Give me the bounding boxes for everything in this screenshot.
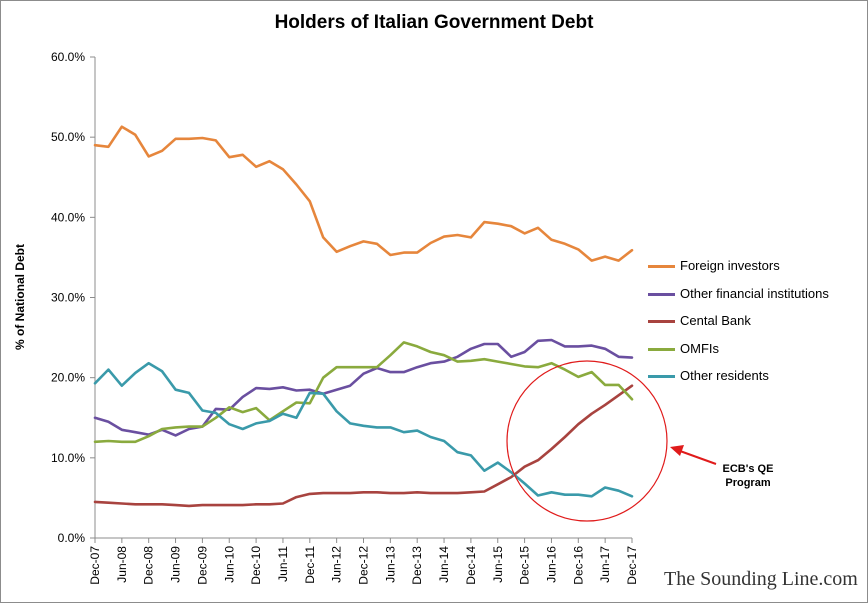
y-tick-label: 0.0% [58, 531, 86, 545]
y-tick-label: 10.0% [51, 451, 85, 465]
x-tick-label: Dec-07 [88, 546, 102, 585]
series-line-other-residents [93, 361, 634, 498]
legend-label: Other financial institutions [680, 285, 829, 301]
qe-arrow-line [679, 450, 717, 465]
x-tick-label: Dec-13 [410, 546, 424, 585]
x-tick-label: Dec-16 [571, 546, 585, 585]
legend-swatch [648, 347, 675, 351]
x-tick-label: Jun-10 [222, 546, 236, 583]
x-tick-label: Dec-17 [625, 546, 639, 585]
watermark: The Sounding Line.com [664, 568, 858, 590]
qe-arrow-head [670, 445, 684, 456]
x-tick-label: Jun-14 [437, 546, 451, 583]
x-tick-label: Jun-12 [330, 546, 344, 583]
y-tick-label: 50.0% [51, 130, 85, 144]
series-line-cental-bank [93, 384, 634, 508]
legend-swatch [648, 320, 675, 323]
annotation-qe-label: ECB's QE Program [722, 463, 774, 489]
x-tick-label: Dec-08 [142, 546, 156, 585]
x-tick-label: Jun-15 [491, 546, 505, 583]
x-tick-label: Jun-16 [544, 546, 558, 583]
legend-label: Cental Bank [680, 313, 751, 328]
x-tick-label: Jun-09 [169, 546, 183, 583]
x-tick-label: Dec-14 [464, 546, 478, 585]
x-tick-label: Dec-11 [303, 546, 317, 584]
legend-swatch [648, 265, 675, 268]
y-tick-label: 60.0% [51, 50, 85, 64]
series-line-foreign-investors [93, 125, 634, 262]
legend-label: Other residents [680, 368, 769, 383]
legend-swatch [648, 375, 675, 378]
legend-swatch [648, 292, 675, 296]
legend-label: Foreign investors [680, 258, 780, 273]
x-tick-label: Dec-09 [195, 546, 209, 585]
x-tick-label: Jun-13 [383, 546, 397, 583]
series-line-other-financial-institutions [93, 338, 634, 437]
y-tick-label: 20.0% [51, 371, 85, 385]
x-tick-label: Jun-17 [598, 546, 612, 583]
series-line-omfis [93, 341, 634, 444]
y-tick-label: 40.0% [51, 210, 85, 224]
x-tick-label: Jun-11 [276, 546, 290, 582]
qe-highlight-circle [506, 360, 668, 522]
chart-title: Holders of Italian Government Debt [274, 12, 594, 33]
y-tick-label: 30.0% [51, 291, 85, 305]
x-tick-label: Dec-10 [249, 546, 263, 585]
x-tick-label: Jun-08 [115, 546, 129, 583]
x-tick-label: Dec-15 [518, 546, 532, 585]
x-tick-label: Dec-12 [357, 546, 371, 585]
legend-label: OMFIs [680, 340, 719, 356]
